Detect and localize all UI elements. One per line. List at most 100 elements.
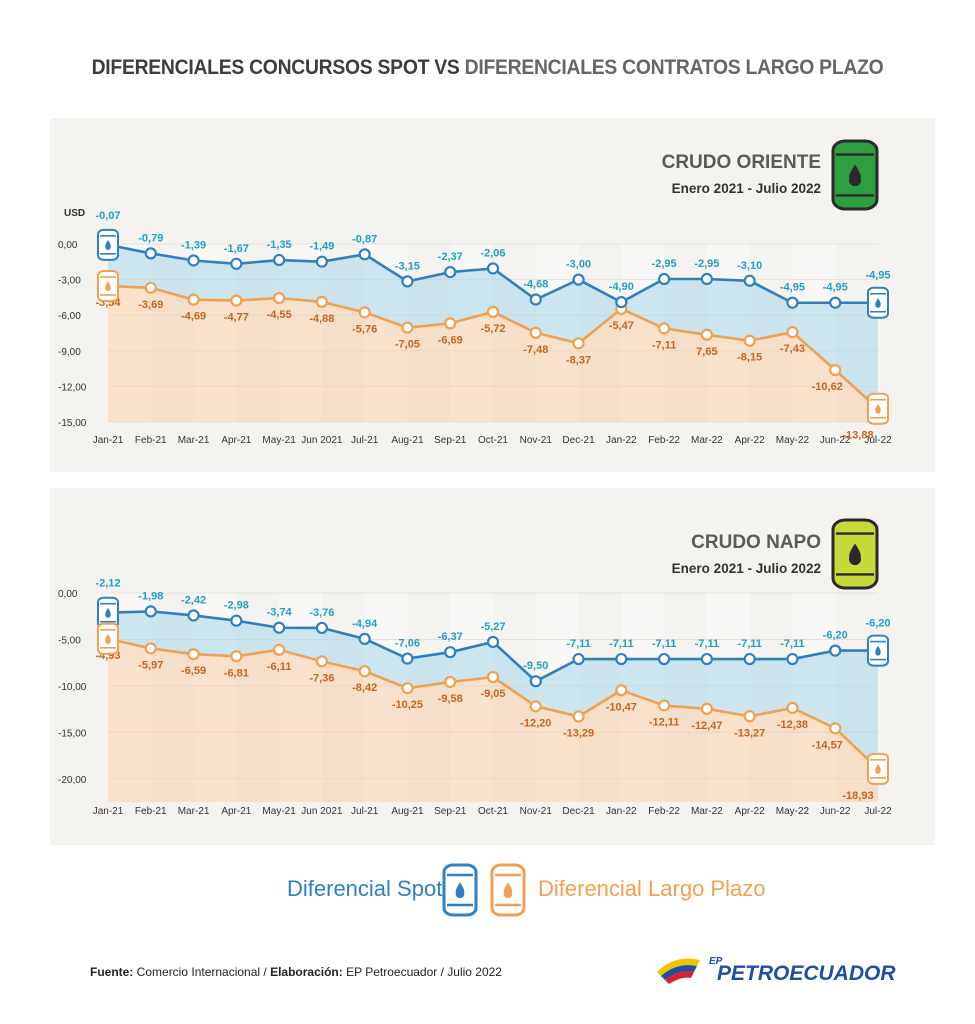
spot-data-label: -1,39 bbox=[181, 239, 206, 251]
largo-plazo-data-label: -14,57 bbox=[812, 739, 843, 751]
largo-plazo-point bbox=[401, 682, 414, 695]
x-tick-label: Jan-22 bbox=[606, 435, 637, 446]
x-tick-label: Mar-21 bbox=[178, 806, 210, 817]
spot-barrel-shape bbox=[442, 863, 478, 917]
legend: Diferencial Spot Diferencial Largo Plazo bbox=[0, 860, 975, 920]
spot-point bbox=[743, 274, 756, 287]
largo-plazo-data-label: -6,81 bbox=[224, 667, 249, 679]
spot-data-label: -4,90 bbox=[609, 281, 634, 293]
largo-plazo-barrel-icon bbox=[490, 863, 526, 917]
legend-largo-plazo-label: Diferencial Largo Plazo bbox=[538, 876, 766, 901]
x-tick-label: Feb-22 bbox=[648, 806, 680, 817]
spot-point bbox=[187, 254, 200, 267]
largo-barrel-shape bbox=[490, 863, 526, 917]
largo-plazo-data-label: -9,58 bbox=[438, 693, 463, 705]
x-tick-label: Oct-21 bbox=[478, 806, 508, 817]
spot-start-barrel-icon bbox=[97, 228, 119, 261]
largo-plazo-point bbox=[829, 363, 842, 377]
spot-point bbox=[658, 272, 671, 286]
petroecuador-logo: EP PETROECUADOR bbox=[657, 956, 896, 985]
spot-data-label: -7,11 bbox=[566, 638, 590, 650]
spot-data-label: -4,68 bbox=[523, 279, 548, 291]
x-tick-label: Mar-21 bbox=[178, 435, 210, 446]
x-tick-label: Dec-21 bbox=[562, 435, 595, 446]
chart-panel-crudo-napo: 0,00 -5,00 -10,00 -15,00 -20,00 Jan-21 Feb-21 M… bbox=[50, 488, 935, 845]
spot-data-label: -1,49 bbox=[309, 241, 334, 253]
largo-plazo-data-label: -7,05 bbox=[395, 339, 420, 351]
largo-plazo-point bbox=[743, 334, 756, 347]
x-tick-label: Jul-21 bbox=[351, 435, 379, 446]
largo-plazo-area bbox=[108, 638, 878, 802]
spot-data-label: -0,07 bbox=[95, 210, 120, 222]
largo-plazo-data-label: -7,11 bbox=[652, 339, 676, 351]
x-tick-label: Sep-21 bbox=[434, 806, 467, 817]
largo-plazo-point bbox=[187, 293, 200, 306]
spot-point bbox=[230, 614, 243, 627]
spot-data-label: -7,11 bbox=[609, 638, 633, 650]
largo-start-barrel-icon bbox=[97, 622, 119, 655]
largo-plazo-point bbox=[658, 322, 671, 335]
spot-data-label: -1,67 bbox=[224, 243, 249, 255]
spot-barrel-icon bbox=[442, 863, 478, 917]
largo-plazo-point bbox=[486, 305, 500, 318]
largo-plazo-point bbox=[444, 317, 457, 330]
spot-data-label: -2,98 bbox=[224, 600, 249, 612]
largo-plazo-point bbox=[529, 700, 542, 713]
spot-point bbox=[144, 247, 157, 260]
spot-point bbox=[144, 605, 157, 618]
spot-data-label: -1,35 bbox=[267, 239, 292, 251]
spot-data-label: -4,95 bbox=[780, 282, 805, 294]
spot-point bbox=[658, 652, 671, 666]
largo-plazo-data-label: -8,42 bbox=[352, 682, 377, 694]
spot-point bbox=[187, 609, 200, 622]
y-tick-label: 0,00 bbox=[58, 589, 78, 600]
logo-prefix: EP bbox=[709, 956, 723, 967]
largo-end-barrel-icon bbox=[867, 752, 889, 785]
x-tick-label: Nov-21 bbox=[520, 435, 553, 446]
largo-plazo-data-label: -13,27 bbox=[734, 727, 765, 739]
spot-data-label: -4,95 bbox=[823, 282, 848, 294]
spot-end-barrel-icon bbox=[867, 286, 889, 319]
footer-elaboracion-label: Elaboración: bbox=[270, 965, 343, 979]
x-tick-label: Apr-21 bbox=[221, 435, 251, 446]
largo-plazo-point bbox=[144, 642, 157, 655]
spot-point bbox=[486, 262, 500, 275]
spot-point bbox=[401, 652, 414, 665]
spot-point bbox=[572, 652, 585, 666]
footer-source: Fuente: Comercio Internacional / Elabora… bbox=[90, 965, 502, 979]
x-tick-label: Jun-22 bbox=[820, 806, 851, 817]
chart-panel-crudo-oriente: 0,00 -3,00 -6,00 -9,00 -12,00 -15,00 Jan-21 Feb… bbox=[50, 118, 935, 472]
logo-text: PETROECUADOR bbox=[717, 962, 896, 985]
spot-data-label: -2,42 bbox=[181, 594, 206, 606]
spot-data-label: -2,95 bbox=[652, 258, 677, 270]
largo-plazo-data-label: -10,47 bbox=[606, 701, 637, 713]
largo-plazo-data-label: -6,11 bbox=[267, 661, 291, 673]
y-tick-label: -10,00 bbox=[58, 682, 87, 693]
spot-point bbox=[529, 293, 542, 306]
largo-plazo-point bbox=[743, 710, 756, 723]
x-tick-label: Nov-21 bbox=[520, 806, 553, 817]
largo-plazo-data-label: -5,72 bbox=[480, 323, 505, 335]
largo-plazo-point bbox=[529, 326, 542, 339]
spot-data-label: -4,95 bbox=[865, 270, 890, 282]
spot-data-label: -7,11 bbox=[695, 638, 719, 650]
spot-data-label: -7,11 bbox=[737, 638, 761, 650]
largo-plazo-point bbox=[486, 670, 500, 684]
x-tick-label: Dec-21 bbox=[562, 806, 595, 817]
largo-plazo-point bbox=[230, 294, 243, 307]
chart-stripe bbox=[450, 593, 493, 802]
largo-plazo-data-label: -4,77 bbox=[224, 312, 249, 324]
x-tick-label: Jun 2021 bbox=[301, 435, 343, 446]
x-tick-label: Oct-21 bbox=[478, 435, 508, 446]
largo-plazo-point bbox=[315, 295, 328, 309]
chart-crudo-oriente: 0,00 -3,00 -6,00 -9,00 -12,00 -15,00 Jan-21 Feb… bbox=[58, 139, 892, 446]
largo-plazo-data-label: -9,05 bbox=[480, 688, 505, 700]
largo-plazo-data-label: -8,37 bbox=[566, 354, 591, 366]
x-tick-label: Jul-22 bbox=[864, 435, 892, 446]
spot-point bbox=[315, 255, 328, 268]
spot-data-label: -3,00 bbox=[566, 259, 591, 271]
largo-plazo-point bbox=[273, 291, 286, 305]
y-tick-label: -5,00 bbox=[58, 635, 81, 646]
largo-plazo-data-label: -7,43 bbox=[780, 343, 805, 355]
x-tick-label: Aug-21 bbox=[391, 435, 424, 446]
